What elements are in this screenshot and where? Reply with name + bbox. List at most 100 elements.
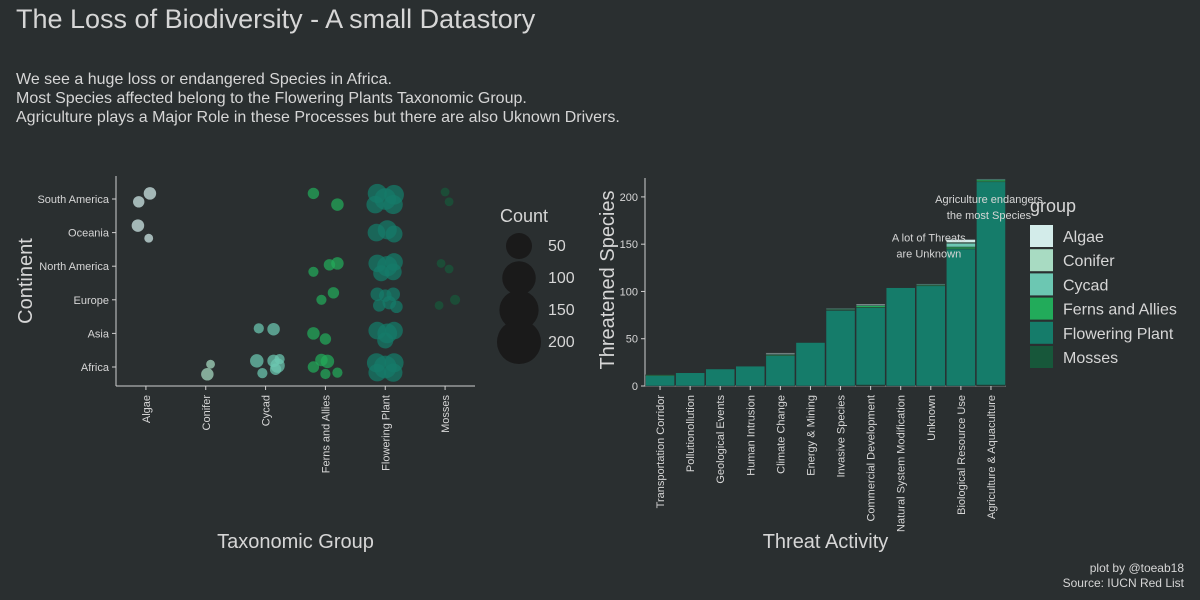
bar-annotation: are Unknown bbox=[896, 249, 961, 261]
bar-y-axis-title: Threatened Species bbox=[597, 190, 619, 369]
size-legend-circle bbox=[496, 319, 542, 365]
bar-y-tick-label: 200 bbox=[620, 192, 638, 204]
scatter-point bbox=[390, 300, 403, 314]
subtitle-line-1: We see a huge loss or endangered Species… bbox=[16, 71, 392, 88]
scatter-point bbox=[366, 195, 385, 214]
scatter-x-axis-title: Taxonomic Group bbox=[217, 531, 374, 553]
scatter-point bbox=[131, 219, 145, 232]
scatter-y-tick-label: Europe bbox=[74, 295, 109, 307]
bar-segment bbox=[976, 181, 1006, 386]
scatter-point bbox=[331, 257, 344, 270]
subtitle-line-3: Agriculture plays a Major Role in these … bbox=[16, 109, 620, 126]
bar-x-tick-label: Human Intrusion bbox=[745, 395, 757, 476]
bar-annotation: A lot of Threats bbox=[892, 233, 966, 245]
size-legend-title: Count bbox=[500, 206, 548, 226]
bar-annotation: the most Species bbox=[947, 210, 1032, 222]
bar-segment bbox=[705, 368, 736, 387]
scatter-point bbox=[444, 197, 454, 207]
bar-x-tick-label: Natural System Modification bbox=[896, 395, 908, 532]
bar-x-tick-label: Geological Events bbox=[715, 395, 727, 484]
scatter-point bbox=[144, 233, 154, 243]
bar-segment bbox=[855, 307, 886, 386]
group-legend-key bbox=[1030, 297, 1053, 320]
bar-annotation: Agriculture endangers bbox=[935, 194, 1043, 206]
scatter-point bbox=[307, 361, 320, 373]
scatter-point bbox=[384, 363, 403, 382]
scatter-point bbox=[274, 354, 285, 365]
bar-x-tick-label: Climate Change bbox=[775, 395, 787, 474]
scatter-point bbox=[320, 368, 331, 380]
group-legend-label: Cycad bbox=[1063, 277, 1108, 294]
bar-segment bbox=[825, 308, 856, 310]
group-legend-label: Flowering Plant bbox=[1063, 326, 1174, 343]
scatter-y-tick-label: Africa bbox=[81, 362, 110, 374]
bar-segment bbox=[645, 374, 675, 376]
caption-source: Source: IUCN Red List bbox=[1062, 576, 1184, 590]
group-legend-key bbox=[1030, 321, 1053, 344]
group-legend-label: Ferns and Allies bbox=[1063, 302, 1177, 319]
scatter-point bbox=[307, 327, 320, 340]
bar-x-tick-label: Invasive Species bbox=[836, 395, 848, 478]
group-legend-label: Algae bbox=[1063, 229, 1104, 246]
bar-y-tick-label: 50 bbox=[626, 334, 638, 346]
bar-segment bbox=[885, 287, 916, 387]
subtitle-line-2: Most Species affected belong to the Flow… bbox=[16, 90, 527, 107]
scatter-point bbox=[377, 332, 394, 349]
scatter-point bbox=[434, 300, 444, 310]
bar-y-tick-label: 150 bbox=[620, 239, 638, 251]
scatter-point bbox=[327, 287, 340, 299]
scatter-point bbox=[384, 263, 402, 281]
bar-segment bbox=[675, 372, 705, 387]
scatter-point bbox=[444, 264, 454, 274]
scatter-y-tick-label: North America bbox=[39, 261, 110, 273]
bar-y-tick-label: 0 bbox=[632, 381, 638, 393]
scatter-x-tick-label: Flowering Plant bbox=[380, 395, 392, 471]
scatter-point bbox=[307, 187, 320, 200]
size-legend-circle bbox=[505, 232, 533, 260]
size-legend-circle bbox=[499, 290, 539, 330]
chart-title: The Loss of Biodiversity - A small Datas… bbox=[16, 4, 536, 34]
size-legend-circle bbox=[502, 261, 536, 295]
group-legend-label: Mosses bbox=[1063, 350, 1118, 367]
scatter-point bbox=[316, 294, 327, 305]
scatter-point bbox=[201, 368, 214, 381]
scatter-point bbox=[206, 359, 215, 369]
group-legend-key bbox=[1030, 225, 1053, 247]
scatter-point bbox=[383, 195, 403, 215]
scatter-y-tick-label: South America bbox=[37, 194, 109, 206]
scatter-point bbox=[143, 187, 157, 200]
bar-x-tick-label: Commercial Development bbox=[866, 395, 878, 522]
bar-segment bbox=[765, 355, 796, 387]
size-legend-label: 100 bbox=[548, 270, 575, 287]
bar-segment bbox=[916, 283, 946, 286]
bar-x-tick-label: Biological Resource Use bbox=[956, 395, 968, 515]
scatter-x-tick-label: Conifer bbox=[201, 395, 213, 431]
bar-segment bbox=[795, 342, 826, 387]
scatter-point bbox=[373, 299, 386, 312]
scatter-point bbox=[368, 363, 387, 382]
chart-caption: plot by @toeab18 Source: IUCN Red List bbox=[1063, 561, 1184, 591]
scatter-point bbox=[250, 354, 264, 368]
scatter-point bbox=[267, 322, 280, 336]
bar-segment bbox=[825, 310, 856, 387]
bar-segment bbox=[765, 352, 796, 355]
group-legend-key bbox=[1030, 249, 1053, 272]
scatter-point bbox=[269, 363, 282, 375]
bar-x-tick-label: Pollutionollution bbox=[685, 395, 697, 472]
group-legend-label: Conifer bbox=[1063, 253, 1115, 270]
scatter-y-tick-label: Oceania bbox=[68, 228, 110, 240]
bar-segment bbox=[855, 303, 886, 305]
bar-x-tick-label: Agriculture & Aquaculture bbox=[986, 395, 998, 519]
scatter-point bbox=[385, 225, 403, 243]
scatter-x-tick-label: Ferns and Allies bbox=[320, 395, 332, 474]
bar-segment bbox=[735, 365, 766, 387]
bar-segment bbox=[946, 239, 976, 243]
bar-segment bbox=[855, 305, 886, 308]
scatter-y-tick-label: Asia bbox=[88, 328, 110, 340]
chart-subtitle: We see a huge loss or endangered Species… bbox=[16, 70, 620, 127]
bar-x-tick-label: Energy & Mining bbox=[805, 395, 817, 476]
group-legend-key bbox=[1030, 273, 1053, 296]
scatter-point bbox=[319, 333, 332, 345]
bar-y-tick-label: 100 bbox=[620, 286, 638, 298]
